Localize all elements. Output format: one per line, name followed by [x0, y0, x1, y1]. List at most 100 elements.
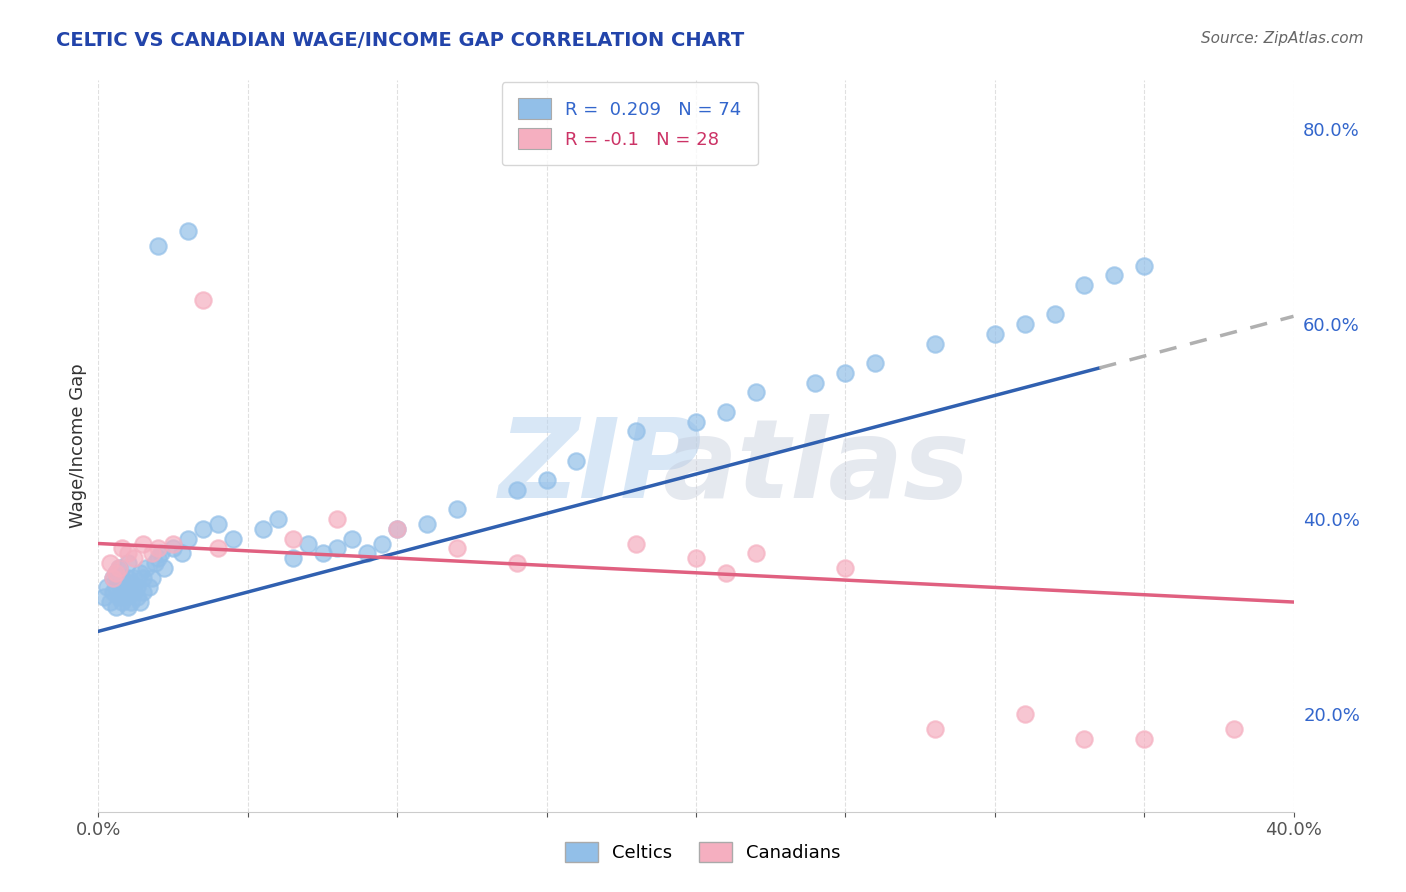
Point — [103, 571, 125, 585]
Legend: Celtics, Canadians: Celtics, Canadians — [558, 834, 848, 870]
Text: Source: ZipAtlas.com: Source: ZipAtlas.com — [1201, 31, 1364, 46]
Point — [416, 516, 439, 531]
Point — [117, 556, 139, 570]
Point — [281, 532, 304, 546]
Point — [745, 546, 768, 560]
Point — [114, 581, 136, 595]
Point — [132, 571, 155, 585]
Point — [96, 581, 118, 595]
Point — [626, 536, 648, 550]
Y-axis label: Wage/Income Gap: Wage/Income Gap — [69, 364, 87, 528]
Point — [1223, 722, 1246, 736]
Point — [103, 585, 125, 599]
Point — [93, 590, 115, 604]
Point — [834, 366, 856, 380]
Point — [626, 425, 648, 439]
Point — [924, 336, 946, 351]
Point — [1073, 731, 1095, 746]
Point — [924, 722, 946, 736]
Point — [162, 536, 184, 550]
Point — [1014, 707, 1036, 722]
Point — [371, 536, 394, 550]
Point — [1073, 278, 1095, 293]
Point — [685, 415, 707, 429]
Point — [984, 326, 1007, 341]
Point — [1133, 259, 1156, 273]
Point — [111, 585, 134, 599]
Legend: R =  0.209   N = 74, R = -0.1   N = 28: R = 0.209 N = 74, R = -0.1 N = 28 — [502, 82, 758, 165]
Point — [162, 541, 184, 556]
Point — [105, 581, 128, 595]
Point — [103, 571, 125, 585]
Point — [714, 405, 737, 419]
Point — [124, 571, 146, 585]
Point — [356, 546, 378, 560]
Point — [98, 595, 122, 609]
Text: CELTIC VS CANADIAN WAGE/INCOME GAP CORRELATION CHART: CELTIC VS CANADIAN WAGE/INCOME GAP CORRE… — [56, 31, 745, 50]
Point — [117, 546, 139, 560]
Point — [191, 522, 214, 536]
Point — [1133, 731, 1156, 746]
Point — [105, 566, 128, 580]
Text: atlas: atlas — [662, 415, 969, 522]
Point — [132, 585, 155, 599]
Point — [141, 546, 163, 560]
Point — [506, 556, 529, 570]
Point — [172, 546, 194, 560]
Point — [326, 512, 349, 526]
Point — [536, 473, 558, 487]
Point — [117, 599, 139, 614]
Point — [685, 551, 707, 566]
Point — [135, 561, 157, 575]
Point — [120, 595, 142, 609]
Point — [297, 536, 319, 550]
Point — [207, 541, 229, 556]
Point — [120, 575, 142, 590]
Point — [385, 522, 409, 536]
Point — [129, 595, 152, 609]
Point — [143, 556, 166, 570]
Point — [111, 595, 134, 609]
Point — [506, 483, 529, 497]
Point — [865, 356, 887, 370]
Point — [311, 546, 333, 560]
Point — [177, 532, 200, 546]
Point — [148, 239, 170, 253]
Point — [114, 590, 136, 604]
Point — [385, 522, 409, 536]
Point — [127, 581, 149, 595]
Point — [714, 566, 737, 580]
Point — [150, 546, 173, 560]
Point — [111, 541, 134, 556]
Point — [222, 532, 245, 546]
Point — [446, 502, 468, 516]
Point — [177, 224, 200, 238]
Point — [105, 566, 128, 580]
Point — [153, 561, 176, 575]
Point — [326, 541, 349, 556]
Point — [132, 536, 155, 550]
Point — [111, 571, 134, 585]
Point — [108, 561, 131, 575]
Point — [98, 556, 122, 570]
Point — [117, 585, 139, 599]
Point — [207, 516, 229, 531]
Point — [148, 551, 170, 566]
Point — [1014, 317, 1036, 331]
Point — [565, 453, 588, 467]
Point — [267, 512, 290, 526]
Point — [108, 590, 131, 604]
Point — [108, 575, 131, 590]
Point — [745, 385, 768, 400]
Point — [124, 551, 146, 566]
Point — [804, 376, 827, 390]
Point — [148, 541, 170, 556]
Point — [138, 581, 160, 595]
Point — [252, 522, 274, 536]
Point — [108, 561, 131, 575]
Text: ZIP: ZIP — [499, 415, 702, 522]
Point — [124, 585, 146, 599]
Point — [105, 599, 128, 614]
Point — [446, 541, 468, 556]
Point — [191, 293, 214, 307]
